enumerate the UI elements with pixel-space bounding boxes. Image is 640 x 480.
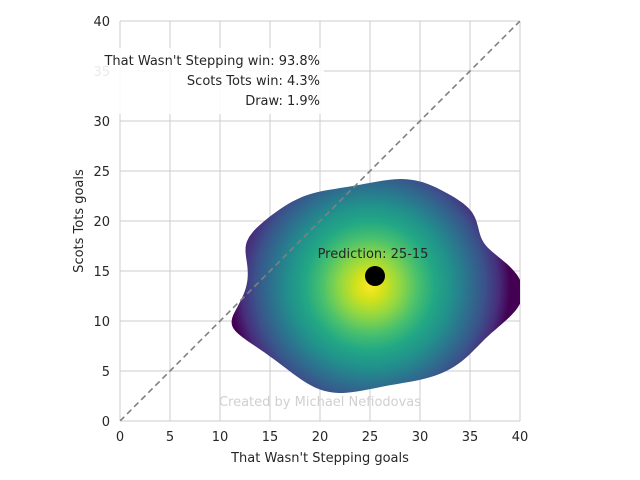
x-tick-label: 20 <box>312 430 329 445</box>
probability-box: That Wasn't Stepping win: 93.8% Scots To… <box>88 48 324 114</box>
x-tick-label: 5 <box>166 430 174 445</box>
y-tick-label: 40 <box>93 15 110 30</box>
prob-line-draw: Draw: 1.9% <box>245 94 320 109</box>
y-tick-label: 15 <box>93 265 110 280</box>
watermark: Created by Michael Nefiodovas <box>219 395 421 410</box>
y-tick-label: 20 <box>93 215 110 230</box>
prediction-label: Prediction: 25-15 <box>318 247 429 262</box>
prob-line-team2: Scots Tots win: 4.3% <box>187 74 320 89</box>
diagonal-line <box>120 21 520 421</box>
x-axis-label: That Wasn't Stepping goals <box>230 451 409 466</box>
y-tick-label: 25 <box>93 165 110 180</box>
y-axis-label: Scots Tots goals <box>72 169 87 273</box>
y-tick-label: 5 <box>102 365 110 380</box>
x-tick-label: 40 <box>512 430 529 445</box>
x-tick-label: 10 <box>212 430 229 445</box>
x-tick-label: 30 <box>412 430 429 445</box>
x-tick-label: 15 <box>262 430 279 445</box>
x-tick-label: 0 <box>116 430 124 445</box>
y-tick-label: 10 <box>93 315 110 330</box>
x-tick-label: 35 <box>462 430 479 445</box>
density-region <box>231 178 520 393</box>
y-tick-label: 0 <box>102 415 110 430</box>
prediction-point <box>365 266 385 286</box>
probability-box-background <box>88 48 324 114</box>
y-tick-label: 30 <box>93 115 110 130</box>
x-ticks: 0 5 10 15 20 25 30 35 40 <box>116 430 528 445</box>
x-tick-label: 25 <box>362 430 379 445</box>
prob-line-team1: That Wasn't Stepping win: 93.8% <box>103 54 320 69</box>
